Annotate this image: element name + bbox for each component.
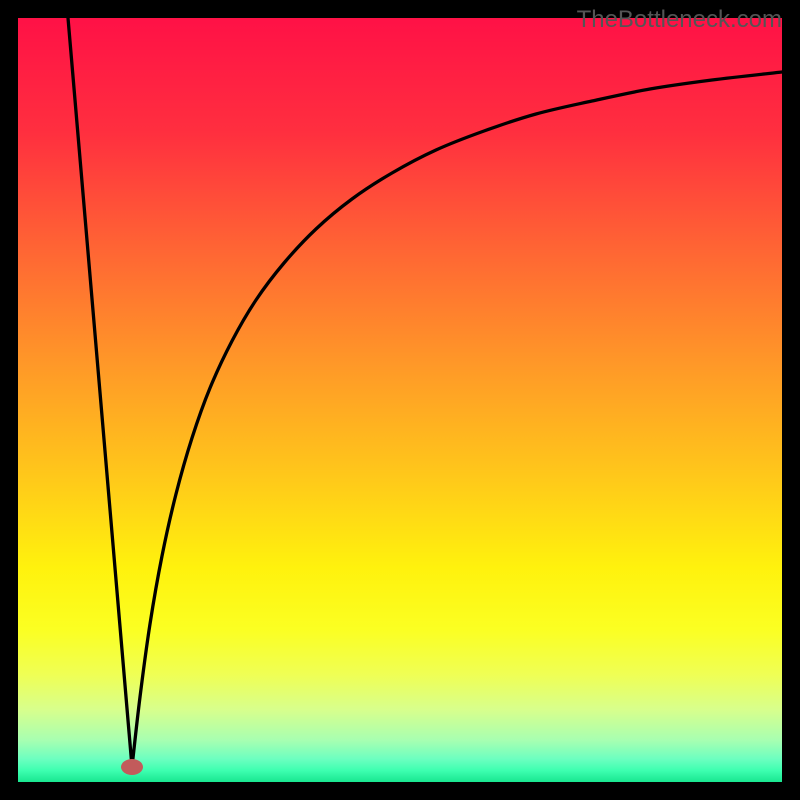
dip-marker [121, 759, 143, 775]
chart-svg [0, 0, 800, 800]
watermark-text: TheBottleneck.com [577, 6, 782, 34]
gradient-background [18, 18, 782, 782]
chart-container: TheBottleneck.com [0, 0, 800, 800]
